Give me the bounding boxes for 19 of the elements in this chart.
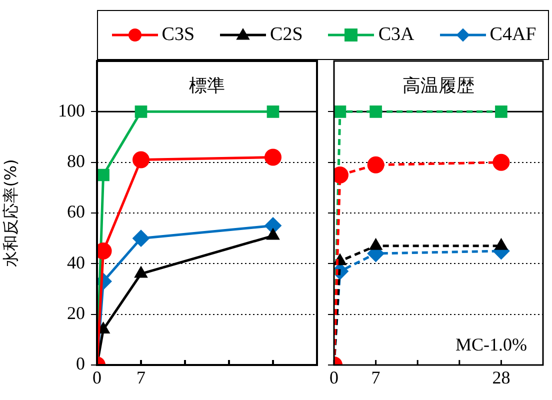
y-tick-label: 20 [67, 303, 85, 324]
legend-label: C3A [378, 24, 414, 46]
annotation: MC-1.0% [456, 334, 528, 355]
y-axis-title: 水和反応率(%) [0, 159, 20, 267]
x-tick-label: 7 [371, 368, 380, 388]
annotation: 高温履歴 [402, 76, 474, 96]
y-tick-label: 40 [67, 252, 85, 272]
y-tick-label: 0 [76, 354, 85, 374]
y-tick-label: 80 [67, 151, 85, 172]
legend-label: C2S [270, 24, 303, 46]
legend-label: C4AF [490, 24, 536, 46]
y-tick-label: 60 [67, 202, 85, 222]
x-tick-label: 0 [92, 368, 102, 388]
annotation: 標準 [189, 76, 225, 96]
x-tick-label: 28 [492, 368, 510, 388]
x-tick-label: 7 [136, 368, 146, 388]
x-tick-label: 0 [330, 368, 338, 388]
legend-label: C3S [162, 24, 195, 46]
y-tick-label: 100 [58, 100, 85, 120]
